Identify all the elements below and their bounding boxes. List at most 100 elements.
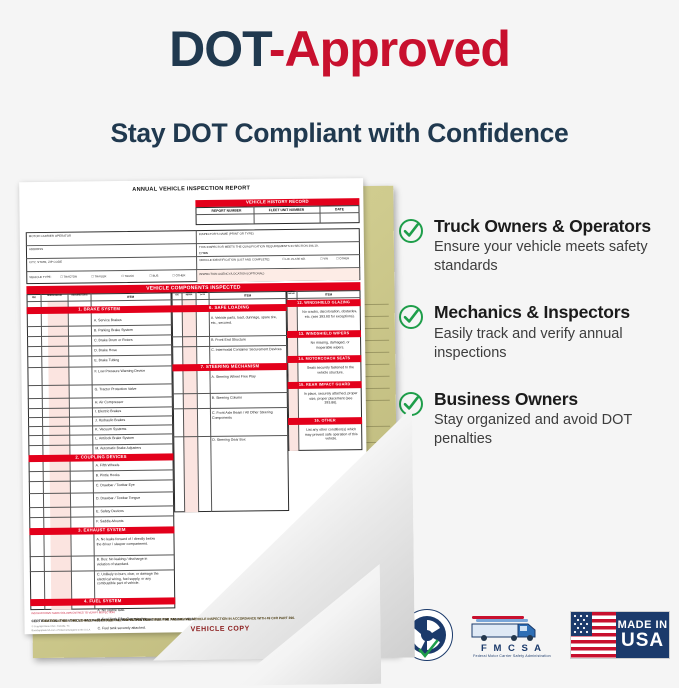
checkbox-id-other[interactable]: ☐ OTHER [336,256,350,261]
item: F. Saddle-Mounts [96,519,124,524]
col-header-repaired-date: REPAIRED DATE [71,294,88,297]
section-name: FUEL SYSTEM [89,598,122,604]
item: B. Front End Structure [211,337,246,342]
page-title: DOT-Approved [0,24,679,74]
list-item: Mechanics & Inspectors Easily track and … [398,302,673,362]
benefit-title: Business Owners [434,388,578,409]
checkbox-tractor[interactable]: ☐ TRACTOR [60,274,78,279]
section-bar-steering-mechanism: 7. STEERING MECHANISM [172,363,288,372]
page-subtitle: Stay DOT Compliant with Confidence [110,118,569,148]
item: K. Vacuum Systems [95,426,127,432]
benefit-description: Easily track and verify annual inspectio… [434,325,623,361]
item: No missing, damaged, or inoperable wiper… [310,340,350,350]
item: C. Brake Drum or Rotors [94,337,133,343]
section-name: WINDSHIELD WIPERS [305,330,350,336]
checkbox-other[interactable]: ☐ OTHER [172,272,186,277]
checkbox-bus[interactable]: ☐ BUS [149,273,159,278]
checkbox-vin[interactable]: ☐ VIN [320,256,329,261]
history-col-date: DATE [334,206,344,211]
field-inspector-name: INSPECTOR'S NAME (PRINT OR TYPE) [198,231,254,237]
fmcsa-label: F M C S A [481,643,543,654]
checkbox-lic-plate[interactable]: ☐ LIC. PLATE NO. [282,256,306,262]
col-header-ok: OK [32,295,36,299]
field-inspection-agency: INSPECTION AGENCY/LOCATION (OPTIONAL) [199,270,265,276]
item: I. Electric Brakes [94,409,122,414]
item: B. Pintle Hooks [95,473,120,478]
page-title-part2: -Approved [268,21,511,77]
section-number: 1. [78,306,83,312]
section-name: MOTORCOACH SEATS [305,355,351,361]
footer-copyright: © Copyright Book USA • Yorkville, TX [31,625,70,629]
history-col-report: REPORT NUMBER [211,208,242,213]
list-item: Business Owners Stay organized and avoid… [398,389,673,449]
section-number: 6. [209,305,214,311]
item: A. No leaks forward of / directly below … [96,536,156,547]
field-motor-carrier: MOTOR CARRIER OPERATOR [28,233,72,239]
fmcsa-truck-icon: F M C S A Federal Motor Carrier Safety A… [470,612,554,658]
item: E. Brake Tubing [94,358,120,363]
item: A. Steering Wheel Free Play [211,374,256,379]
item: A. Service Brakes [93,318,122,323]
item: L. Antilock Brake System [95,435,135,441]
col-header-needs-repair-3: NEEDS REPAIR [288,291,295,296]
section-number: 15. [298,382,305,387]
inspection-form-document: TIRES A. Steer Axle Tires B. All Other T… [19,178,393,654]
usa-flag-icon: MADE IN USA [570,611,670,659]
item: H. Air Compressor [94,400,124,405]
footer-instructions: INSTRUCTIONS: MARK COLUMN ENTRIES TO VER… [31,611,116,616]
section-number: 4. [83,598,88,604]
item: D. Drawbar / Towbar Tongue [95,495,141,501]
checkbox-yes[interactable]: ☐ YES [198,250,208,255]
benefit-title: Mechanics & Inspectors [434,302,630,323]
form-title: ANNUAL VEHICLE INSPECTION REPORT [132,185,251,193]
circle-check-icon [398,304,424,335]
item: C. Front Axle Beam / All Other Steering … [211,410,273,420]
col-header-item-3: ITEM [324,291,333,297]
item: C. Fuel tank securely attached. [97,625,146,631]
item: D. Brake Hose [94,348,117,353]
page-title-part1: DOT [169,21,270,77]
col-header-needs-repair-2: NEEDS REPAIR [185,292,193,297]
col-header-ok-2: OK [175,293,179,296]
section-name: EXHAUST SYSTEM [83,527,126,533]
section-bar-rear-impact-guard: 15. REAR IMPACT GUARD [287,381,362,390]
section-number: 7. [200,364,205,370]
item: List any other condition(s) which may pr… [304,427,358,441]
item: F. Low Pressure Warning Device [94,368,146,374]
section-bar-other: 16. OTHER [288,417,363,425]
item: In place, securely attached, proper size… [303,391,358,405]
section-number: 3. [78,527,83,533]
benefit-description: Ensure your vehicle meets safety standar… [434,239,648,275]
section-bar-windshield-wipers: 13. WINDSHIELD WIPERS [286,330,362,339]
item: A. Fifth Wheels [95,463,120,468]
item: C. Drawbar / Towbar Eye [95,482,135,488]
item: A. Vehicle parts, load, dunnage, spare t… [210,315,277,325]
checkbox-trailer[interactable]: ☐ TRAILER [91,273,107,278]
col-header-repaired-date-2: REPAIRED DATE [197,292,208,297]
item: B. Steering Column [211,395,243,400]
benefits-list: Truck Owners & Operators Ensure your veh… [398,216,673,475]
section-number: 12. [297,300,304,305]
circle-check-icon [398,218,424,249]
item: Seats securely fastened to the vehicle s… [306,365,354,375]
field-address: ADDRESS [28,246,44,252]
field-vehicle-identification: VEHICLE IDENTIFICATION (LIST AND COMPLET… [199,257,271,263]
section-name: SAFE LOADING [214,304,250,311]
section-bar-safe-loading: 6. SAFE LOADING [171,304,287,313]
section-name: STEERING MECHANISM [205,363,260,370]
checkbox-truck[interactable]: ☐ TRUCK [121,273,135,278]
item: B. Parking Brake System [93,327,133,333]
section-bar-motorcoach-seats: 14. MOTORCOACH SEATS [287,355,362,364]
section-name: COUPLING DEVICES [80,454,127,460]
section-number: 16. [314,418,321,423]
section-name: OTHER [321,418,336,423]
benefit-description: Stay organized and avoid DOT penalties [434,411,633,447]
item: B. Bus: No leaking / discharge in violat… [96,556,148,567]
section-number: 13. [298,331,305,336]
made-in-label: MADE IN [617,619,668,631]
benefit-title: Truck Owners & Operators [434,216,651,236]
item: C. Intermodal Container Securement Devic… [211,347,282,352]
vehicle-copy-label: VEHICLE COPY [190,625,250,634]
fmcsa-sublabel: Federal Motor Carrier Safety Administrat… [473,654,551,658]
item: M. Automatic Brake Adjusters [95,445,142,451]
